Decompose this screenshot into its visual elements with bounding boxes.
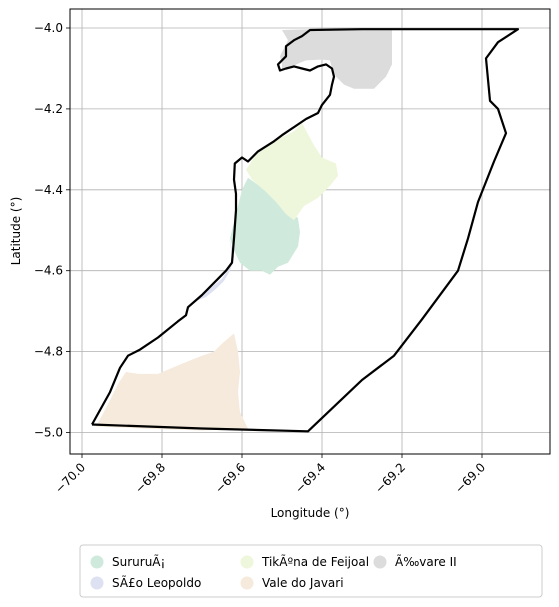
legend-frame xyxy=(79,544,543,598)
y-tick-label: −4.2 xyxy=(34,102,63,116)
legend-label-3: Vale do Javari xyxy=(262,576,344,590)
axes-frame xyxy=(69,8,551,455)
region-2-fill xyxy=(246,123,338,221)
region-1-fill xyxy=(196,238,234,302)
y-tick-label: −4.8 xyxy=(34,345,63,359)
legend-label-4: Ã‰vare II xyxy=(395,554,457,569)
legend-marker-3 xyxy=(240,576,254,590)
legend-entries: SururuÃ¡ SÃ£o Leopoldo TikÃºna de Feijoal V… xyxy=(90,554,457,590)
y-tick-label: −5.0 xyxy=(34,426,63,440)
legend: SururuÃ¡ SÃ£o Leopoldo TikÃºna de Feijoal V… xyxy=(79,544,543,598)
y-tick-label: −4.0 xyxy=(34,21,63,35)
region-0-fill xyxy=(230,177,300,275)
legend-label-1: SÃ£o Leopoldo xyxy=(112,575,201,590)
boundary-outline xyxy=(91,28,520,433)
legend-marker-1 xyxy=(90,576,104,590)
y-tick-label: −4.4 xyxy=(34,183,63,197)
legend-marker-0 xyxy=(90,555,104,569)
y-tick-label: −4.6 xyxy=(34,264,63,278)
legend-marker-2 xyxy=(240,555,254,569)
legend-label-0: SururuÃ¡ xyxy=(112,554,165,569)
region-fills xyxy=(96,29,392,431)
y-axis-label: Latitude (°) xyxy=(9,197,23,266)
region-4-fill xyxy=(280,29,392,89)
boundary-line xyxy=(91,28,520,433)
legend-label-2: TikÃºna de Feijoal xyxy=(261,554,369,569)
x-axis-label: Longitude (°) xyxy=(271,506,350,520)
region-3-fill xyxy=(96,333,248,431)
legend-marker-4 xyxy=(373,555,387,569)
